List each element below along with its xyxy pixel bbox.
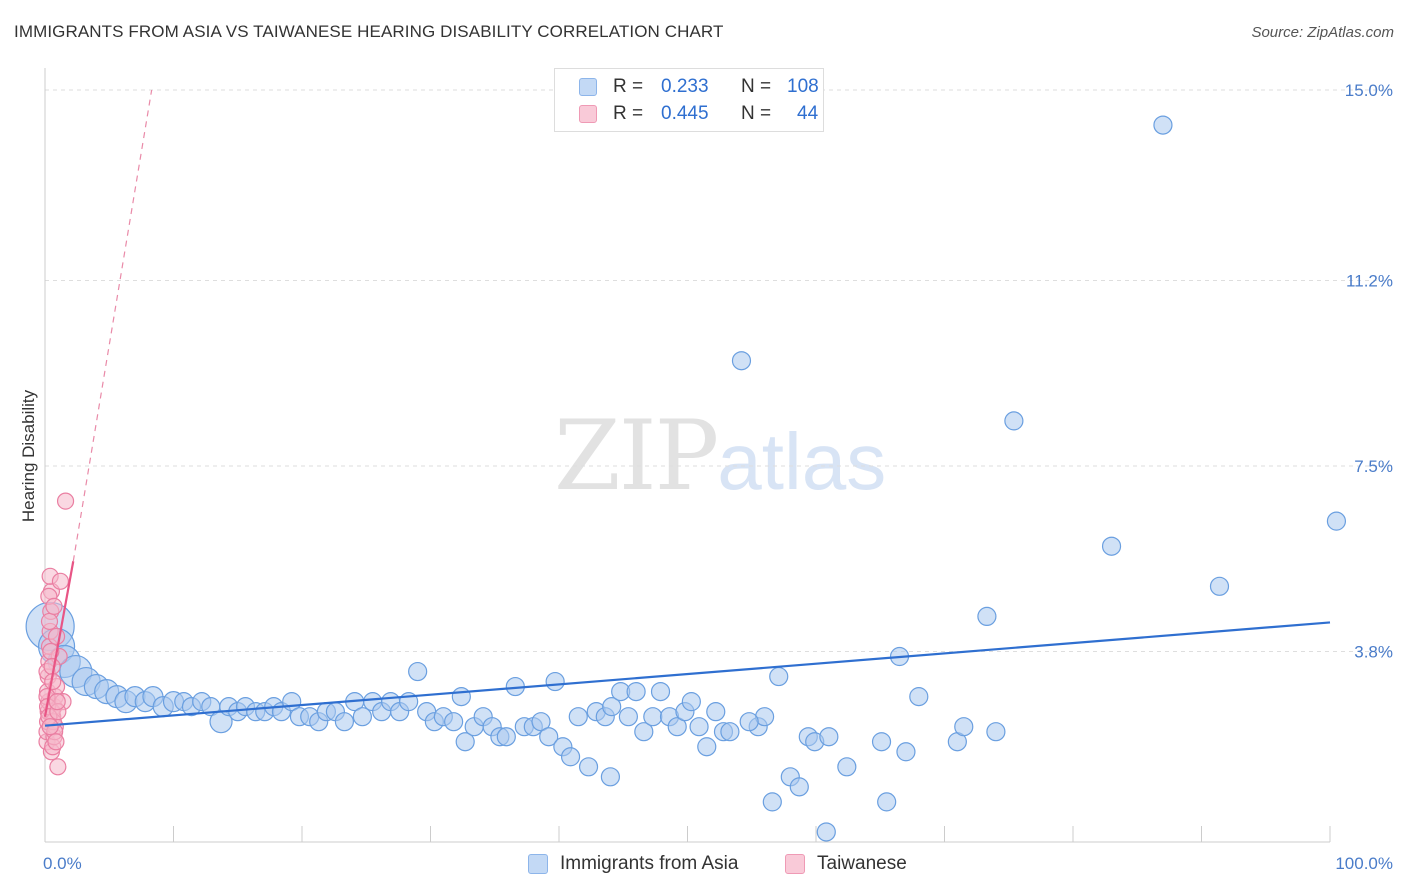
asia-point [451, 687, 471, 707]
legend: R = 0.233 N = 108 R = 0.445 N = 44 [554, 68, 824, 132]
watermark-zip: ZIP [554, 400, 719, 512]
asia-point [667, 717, 687, 737]
taiwanese-point [45, 597, 63, 615]
asia-point [650, 681, 671, 702]
asia-point [986, 722, 1006, 742]
legend-r-value: 0.233 [661, 76, 709, 97]
asia-point [539, 727, 559, 747]
taiwanese-point [48, 693, 66, 711]
taiwanese-point [40, 612, 59, 631]
asia-point [816, 822, 836, 842]
x-tick-label: 100.0% [1335, 854, 1393, 873]
asia-point [762, 792, 782, 812]
asia-point [408, 661, 428, 682]
asia-point [352, 707, 372, 727]
legend-swatch-asia [579, 78, 597, 96]
taiwanese-point [51, 572, 70, 590]
asia-point [954, 717, 974, 737]
asia-point [618, 707, 638, 727]
asia-point [977, 606, 997, 627]
asia-point [600, 767, 621, 787]
asia-point [545, 671, 565, 692]
asia-point [634, 722, 654, 742]
legend-r-value: 0.445 [661, 103, 709, 124]
taiwanese-point [49, 758, 67, 776]
asia-point [789, 777, 809, 797]
taiwanese-trend-line [43, 561, 75, 717]
asia-point [496, 727, 516, 747]
asia-point [896, 742, 916, 762]
asia-point [819, 727, 839, 747]
asia-point [602, 697, 622, 717]
legend-r-label: R = [613, 76, 644, 97]
y-tick-label: 15.0% [1345, 81, 1393, 100]
legend-swatch-taiwanese [579, 105, 597, 123]
y-tick-label: 3.8% [1354, 642, 1393, 661]
watermark-atlas: atlas [717, 417, 887, 506]
asia-point [626, 681, 646, 702]
legend-row-taiwanese: R = 0.445 N = 44 [579, 101, 818, 127]
asia-point [706, 702, 726, 722]
legend-n-value: 44 [797, 103, 819, 124]
bottom-legend-swatch-asia [528, 854, 548, 874]
asia-point [334, 712, 355, 732]
asia-point [739, 712, 759, 732]
legend-n-label: N = [741, 103, 772, 124]
asia-point [1209, 576, 1230, 596]
asia-point [877, 792, 897, 812]
x-tick-label: 0.0% [43, 854, 82, 873]
bottom-legend-asia: Immigrants from Asia [528, 852, 738, 876]
asia-point [643, 707, 663, 727]
asia-point [909, 687, 929, 707]
taiwanese-point [41, 718, 59, 736]
asia-point [578, 757, 599, 777]
asia-point [720, 722, 740, 742]
asia-point [531, 712, 551, 732]
asia-point [769, 666, 789, 687]
asia-point [1004, 411, 1024, 431]
asia-point [568, 707, 588, 727]
asia-point [837, 757, 857, 777]
taiwanese-trend-extension [72, 89, 153, 562]
y-tick-label: 7.5% [1354, 457, 1393, 476]
asia-point [1153, 115, 1173, 135]
asia-point [731, 351, 752, 371]
asia-point [455, 732, 475, 752]
asia-point [689, 717, 709, 737]
bottom-legend-label-asia: Immigrants from Asia [560, 853, 739, 874]
legend-n-value: 108 [787, 76, 819, 97]
asia-point [1101, 536, 1122, 556]
asia-point [1326, 511, 1347, 531]
bottom-legend-label-taiwanese: Taiwanese [817, 853, 907, 874]
chart-title: IMMIGRANTS FROM ASIA VS TAIWANESE HEARIN… [14, 22, 724, 41]
asia-point [697, 737, 717, 757]
asia-trend-line [44, 621, 1331, 727]
taiwanese-point [47, 627, 66, 646]
asia-point [444, 712, 464, 732]
legend-row-asia: R = 0.233 N = 108 [579, 74, 819, 100]
taiwanese-point [56, 492, 75, 510]
asia-point [560, 747, 581, 767]
bottom-legend-swatch-taiwanese [785, 854, 805, 874]
bottom-legend-taiwanese: Taiwanese [785, 852, 907, 876]
y-tick-label: 11.2% [1346, 272, 1393, 291]
asia-point [681, 692, 701, 712]
source-label: Source: ZipAtlas.com [1251, 24, 1394, 41]
legend-r-label: R = [613, 103, 644, 124]
watermark: ZIPatlas [554, 400, 886, 512]
asia-point [871, 732, 892, 752]
y-axis-title: Hearing Disability [19, 389, 38, 522]
taiwanese-point [47, 733, 65, 751]
legend-n-label: N = [741, 76, 772, 97]
